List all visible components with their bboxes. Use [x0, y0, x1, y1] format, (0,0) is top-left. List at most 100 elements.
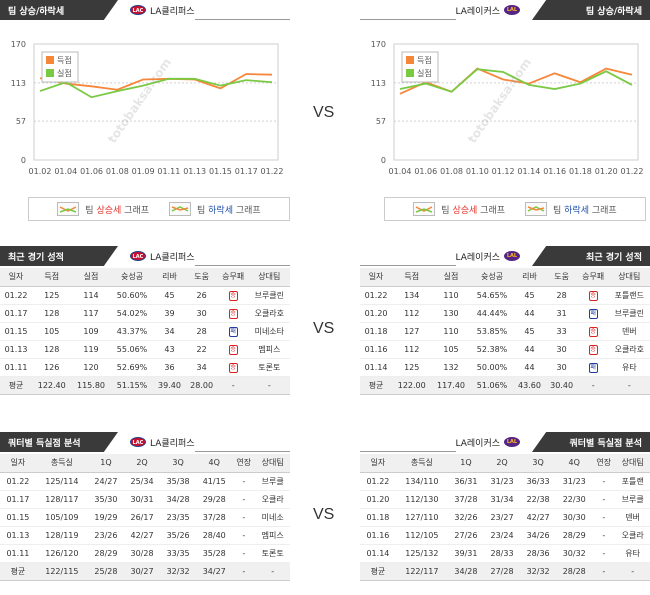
x-tick-label: 01.06	[80, 167, 103, 176]
table-cell: 127	[392, 322, 432, 341]
table-cell: 26/17	[123, 508, 161, 527]
right-team-name: LA레이커스	[455, 252, 501, 263]
table-cell: 토론토	[255, 544, 290, 563]
win-badge-icon: 승	[228, 290, 238, 301]
win-badge-icon: 승	[228, 308, 238, 319]
left-recent-header: 최근 경기 성적 LAC LA클리퍼스	[0, 246, 290, 266]
lakers-logo-icon: LAL	[504, 5, 520, 15]
left-team-name: LA클리퍼스	[150, 252, 195, 263]
table-cell: 117	[71, 304, 111, 323]
table-cell: 112	[392, 340, 432, 359]
result-cell: 승	[217, 358, 249, 377]
column-header: 리바	[153, 268, 186, 287]
table-cell: 평균	[360, 562, 396, 581]
table-cell: 125	[32, 286, 72, 305]
table-row: 01.13 128/119 23/26 42/27 35/26 28/40- 멤피스	[0, 526, 290, 545]
series-line-score	[39, 73, 273, 91]
table-cell: 122/115	[35, 562, 88, 581]
table-cell: 42/27	[123, 526, 161, 545]
table-cell: 55.06%	[110, 340, 154, 359]
legend-swatch	[406, 56, 414, 64]
table-cell: 34	[185, 358, 218, 377]
table-cell: 128/119	[35, 526, 88, 545]
table-cell: 32/32	[160, 562, 197, 581]
table-cell: 134/110	[395, 472, 448, 491]
table-cell: 01.13	[0, 526, 36, 545]
x-tick-label: 01.04	[54, 167, 77, 176]
legend-swatch	[46, 69, 54, 77]
table-cell: 25/28	[87, 562, 124, 581]
table-cell: 114	[71, 286, 111, 305]
table-cell: 37/28	[196, 508, 233, 527]
table-cell: 36/31	[447, 472, 484, 491]
legend-label: 득점	[417, 55, 432, 65]
column-header: 승무패	[217, 268, 249, 287]
legend-up-suffix: 그래프	[121, 205, 149, 216]
table-cell: 112	[392, 304, 432, 323]
table-cell: 01.17	[0, 490, 36, 509]
table-cell: 28/28	[556, 562, 593, 581]
table-cell: 50.00%	[470, 358, 514, 377]
legend-down-word: 하락세	[564, 205, 589, 216]
right-trend-title: 팀 상승/하락세	[532, 0, 650, 20]
x-tick-label: 01.08	[106, 167, 129, 176]
table-row: 01.18 127/110 32/26 23/27 42/27 30/30- 덴버	[360, 508, 650, 527]
win-badge-icon: 승	[588, 344, 598, 355]
right-recent-title: 최근 경기 성적	[532, 246, 650, 266]
column-header: 일자	[0, 454, 36, 473]
table-cell: 34/26	[520, 526, 557, 545]
table-cell: 45	[513, 286, 546, 305]
table-cell: 28/29	[556, 526, 593, 545]
table-cell: 27/28	[483, 562, 521, 581]
table-row: 01.16 112/105 27/26 23/24 34/26 28/29- 오클라	[360, 526, 650, 545]
y-tick-label: 57	[376, 117, 386, 126]
column-header: 슛성공	[110, 268, 154, 287]
x-tick-label: 01.15	[209, 167, 232, 176]
table-cell: 평균	[360, 376, 393, 395]
table-cell: 132	[431, 358, 471, 377]
table-row: 01.16 112 105 52.38% 44 30 승 오클라호	[360, 340, 650, 359]
x-tick-label: 01.08	[440, 167, 463, 176]
table-cell: 126/120	[35, 544, 88, 563]
column-header: 상대팀	[608, 268, 650, 287]
right-recent-table: 일자 득점 실점 슛성공 리바 도움 승무패 상대팀 01.22 134 110 54.65% 45 28…	[360, 268, 650, 395]
column-header: 실점	[431, 268, 471, 287]
x-tick-label: 01.11	[157, 167, 180, 176]
table-cell: 39/31	[447, 544, 484, 563]
column-header: 일자	[360, 268, 393, 287]
legend-down-prefix: 팀	[197, 205, 209, 216]
table-header-row: 일자 득점 실점 슛성공 리바 도움 승무패 상대팀	[0, 268, 290, 287]
y-tick-label: 170	[11, 40, 26, 49]
table-cell: 42/27	[520, 508, 557, 527]
table-cell: 30	[545, 358, 578, 377]
table-cell: 112/105	[395, 526, 448, 545]
table-cell: 01.16	[360, 526, 396, 545]
table-cell: 112/130	[395, 490, 448, 509]
column-header: 1Q	[447, 454, 484, 473]
table-cell: 22/38	[520, 490, 557, 509]
table-cell: 44	[513, 358, 546, 377]
table-cell: 105	[431, 340, 471, 359]
table-row: 01.11 126/120 28/29 30/28 33/35 35/28- 토론토	[0, 544, 290, 563]
table-cell: 105	[32, 322, 72, 341]
table-cell: 미네소타	[248, 322, 290, 341]
column-header: 상대팀	[248, 268, 290, 287]
table-cell: 37/28	[447, 490, 484, 509]
table-cell: 28/36	[520, 544, 557, 563]
table-cell: 119	[71, 340, 111, 359]
table-cell: 01.20	[360, 490, 396, 509]
left-quarter-header: 쿼터별 득실점 분석 LAC LA클리퍼스	[0, 432, 290, 452]
result-cell: 승	[577, 340, 609, 359]
table-row: 01.13 128 119 55.06% 43 22 승 멤피스	[0, 340, 290, 359]
column-header: 총득실	[35, 454, 88, 473]
table-cell: 01.22	[360, 472, 396, 491]
table-cell: 브루클	[255, 472, 290, 491]
table-row: 01.15 105 109 43.37% 34 28 패 미네소타	[0, 322, 290, 341]
table-cell: -	[248, 376, 290, 395]
table-cell: 125/114	[35, 472, 88, 491]
table-cell: 28	[185, 322, 218, 341]
result-cell: 승	[577, 286, 609, 305]
table-cell: 35/26	[160, 526, 197, 545]
table-cell: 포틀랜드	[608, 286, 650, 305]
